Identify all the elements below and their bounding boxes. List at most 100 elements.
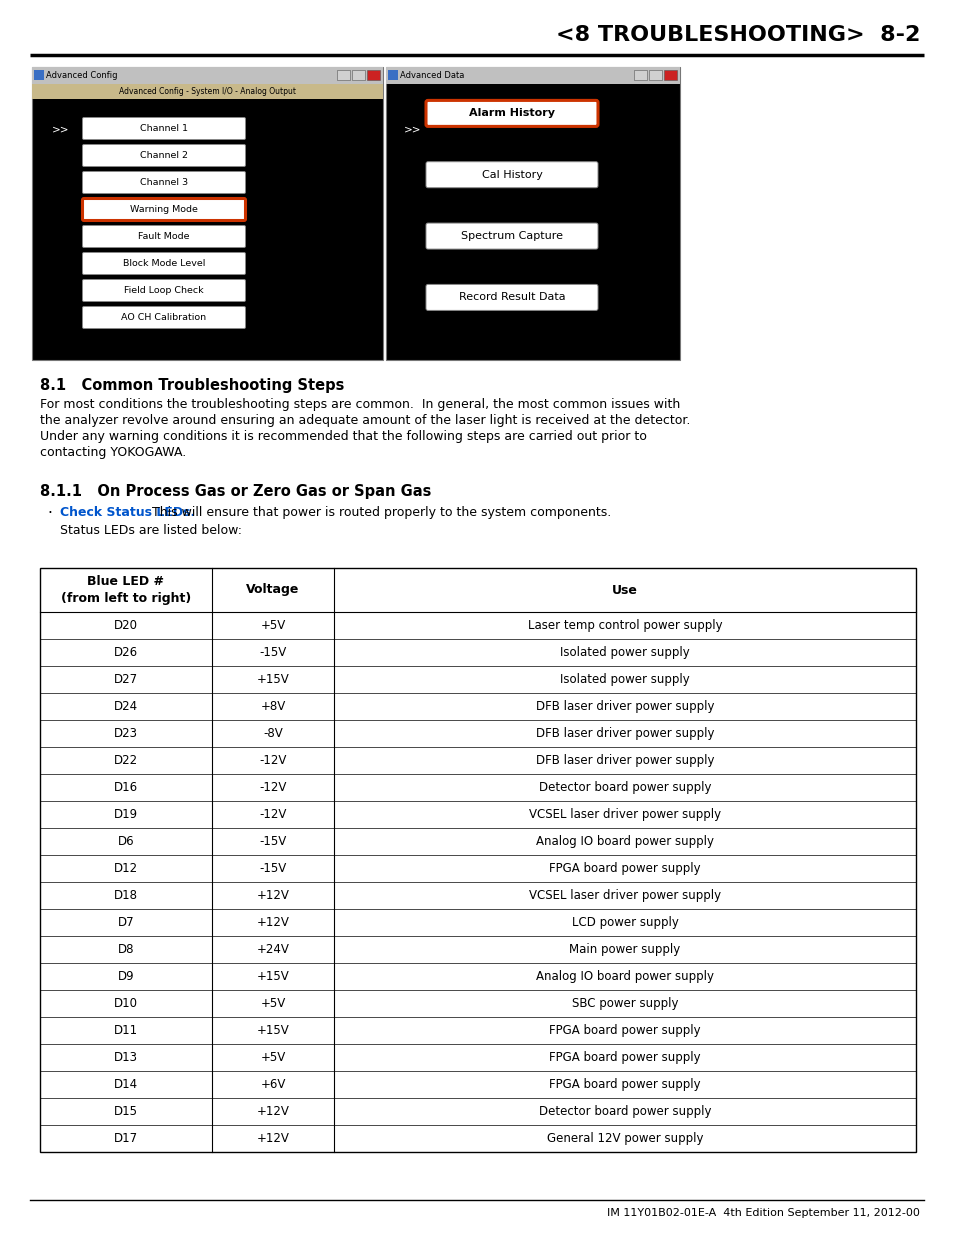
Text: >>: >> [52,124,70,135]
Text: General 12V power supply: General 12V power supply [546,1132,702,1145]
Text: D19: D19 [113,808,138,821]
Text: -15V: -15V [259,835,286,848]
Text: FPGA board power supply: FPGA board power supply [549,1051,700,1065]
Text: D7: D7 [117,916,134,929]
Text: D22: D22 [113,755,138,767]
Text: Check Status LEDs.: Check Status LEDs. [60,506,195,519]
Text: +15V: +15V [256,673,289,685]
FancyBboxPatch shape [82,306,245,329]
Text: +8V: +8V [260,700,285,713]
FancyBboxPatch shape [82,172,245,194]
Bar [388,70,397,80]
Text: D17: D17 [113,1132,138,1145]
Text: FPGA board power supply: FPGA board power supply [549,1078,700,1091]
Text: For most conditions the troubleshooting steps are common.  In general, the most : For most conditions the troubleshooting … [40,398,679,411]
Text: Fault Mode: Fault Mode [138,232,190,241]
Text: D16: D16 [113,781,138,794]
Text: DFB laser driver power supply: DFB laser driver power supply [536,727,714,740]
Text: Alarm History: Alarm History [469,109,555,119]
Text: +24V: +24V [256,944,289,956]
Bar [34,70,44,80]
Text: Detector board power supply: Detector board power supply [538,781,711,794]
Text: Use: Use [612,583,638,597]
Text: Laser temp control power supply: Laser temp control power supply [527,619,721,632]
Text: Blue LED #
(from left to right): Blue LED # (from left to right) [61,576,191,605]
Bar [352,70,365,80]
Text: +12V: +12V [256,1132,289,1145]
Text: Isolated power supply: Isolated power supply [559,673,689,685]
Text: 8.1.1   On Process Gas or Zero Gas or Span Gas: 8.1.1 On Process Gas or Zero Gas or Span… [40,484,431,499]
Text: -12V: -12V [259,755,287,767]
Bar [336,70,350,80]
Text: >>: >> [403,125,421,135]
Text: VCSEL laser driver power supply: VCSEL laser driver power supply [528,889,720,902]
Text: -8V: -8V [263,727,283,740]
Text: D13: D13 [113,1051,138,1065]
Bar [386,67,679,359]
Text: Main power supply: Main power supply [569,944,679,956]
Text: Channel 2: Channel 2 [140,151,188,161]
Text: +5V: +5V [260,997,285,1010]
Text: IM 11Y01B02-01E-A  4th Edition September 11, 2012-00: IM 11Y01B02-01E-A 4th Edition September … [606,1208,919,1218]
Text: Field Loop Check: Field Loop Check [124,287,204,295]
Text: 8.1   Common Troubleshooting Steps: 8.1 Common Troubleshooting Steps [40,378,344,393]
Bar [663,70,677,80]
FancyBboxPatch shape [82,199,245,221]
FancyBboxPatch shape [426,162,598,188]
Text: D15: D15 [113,1105,138,1118]
FancyBboxPatch shape [82,144,245,167]
Text: Channel 1: Channel 1 [140,124,188,133]
Text: D27: D27 [113,673,138,685]
Text: Advanced Config: Advanced Config [46,70,117,80]
Text: FPGA board power supply: FPGA board power supply [549,862,700,876]
Text: contacting YOKOGAWA.: contacting YOKOGAWA. [40,446,186,459]
Text: D20: D20 [113,619,138,632]
Text: Voltage: Voltage [246,583,299,597]
Text: +12V: +12V [256,889,289,902]
Text: D23: D23 [113,727,138,740]
Text: DFB laser driver power supply: DFB laser driver power supply [536,700,714,713]
Text: Cal History: Cal History [481,169,542,180]
Bar [40,568,915,1152]
Text: Channel 3: Channel 3 [140,178,188,186]
Text: D11: D11 [113,1024,138,1037]
Text: D6: D6 [117,835,134,848]
Text: FPGA board power supply: FPGA board power supply [549,1024,700,1037]
Bar [634,70,646,80]
Text: This will ensure that power is routed properly to the system components.: This will ensure that power is routed pr… [144,506,611,519]
Text: D26: D26 [113,646,138,659]
Text: -12V: -12V [259,781,287,794]
FancyBboxPatch shape [82,252,245,274]
Text: Block Mode Level: Block Mode Level [123,259,205,268]
Text: <8 TROUBLESHOOTING>  8-2: <8 TROUBLESHOOTING> 8-2 [555,25,919,44]
Text: Isolated power supply: Isolated power supply [559,646,689,659]
Text: D24: D24 [113,700,138,713]
Text: -12V: -12V [259,808,287,821]
Text: +5V: +5V [260,1051,285,1065]
Text: +12V: +12V [256,1105,289,1118]
FancyBboxPatch shape [426,100,598,126]
Text: Under any warning conditions it is recommended that the following steps are carr: Under any warning conditions it is recom… [40,430,646,443]
Text: Detector board power supply: Detector board power supply [538,1105,711,1118]
Text: Status LEDs are listed below:: Status LEDs are listed below: [60,524,242,537]
Text: +6V: +6V [260,1078,285,1091]
Text: Warning Mode: Warning Mode [130,205,197,214]
Text: -15V: -15V [259,862,286,876]
Text: -15V: -15V [259,646,286,659]
FancyBboxPatch shape [82,117,245,140]
Text: Spectrum Capture: Spectrum Capture [460,231,562,241]
Text: D10: D10 [113,997,138,1010]
Text: Analog IO board power supply: Analog IO board power supply [536,969,713,983]
Bar [32,67,382,84]
Bar [648,70,661,80]
FancyBboxPatch shape [426,224,598,249]
Text: LCD power supply: LCD power supply [571,916,678,929]
Text: AO CH Calibration: AO CH Calibration [121,312,207,322]
Bar [32,67,382,359]
Text: +15V: +15V [256,1024,289,1037]
Text: SBC power supply: SBC power supply [571,997,678,1010]
FancyBboxPatch shape [82,279,245,301]
Text: +15V: +15V [256,969,289,983]
FancyBboxPatch shape [426,284,598,310]
Bar [367,70,379,80]
